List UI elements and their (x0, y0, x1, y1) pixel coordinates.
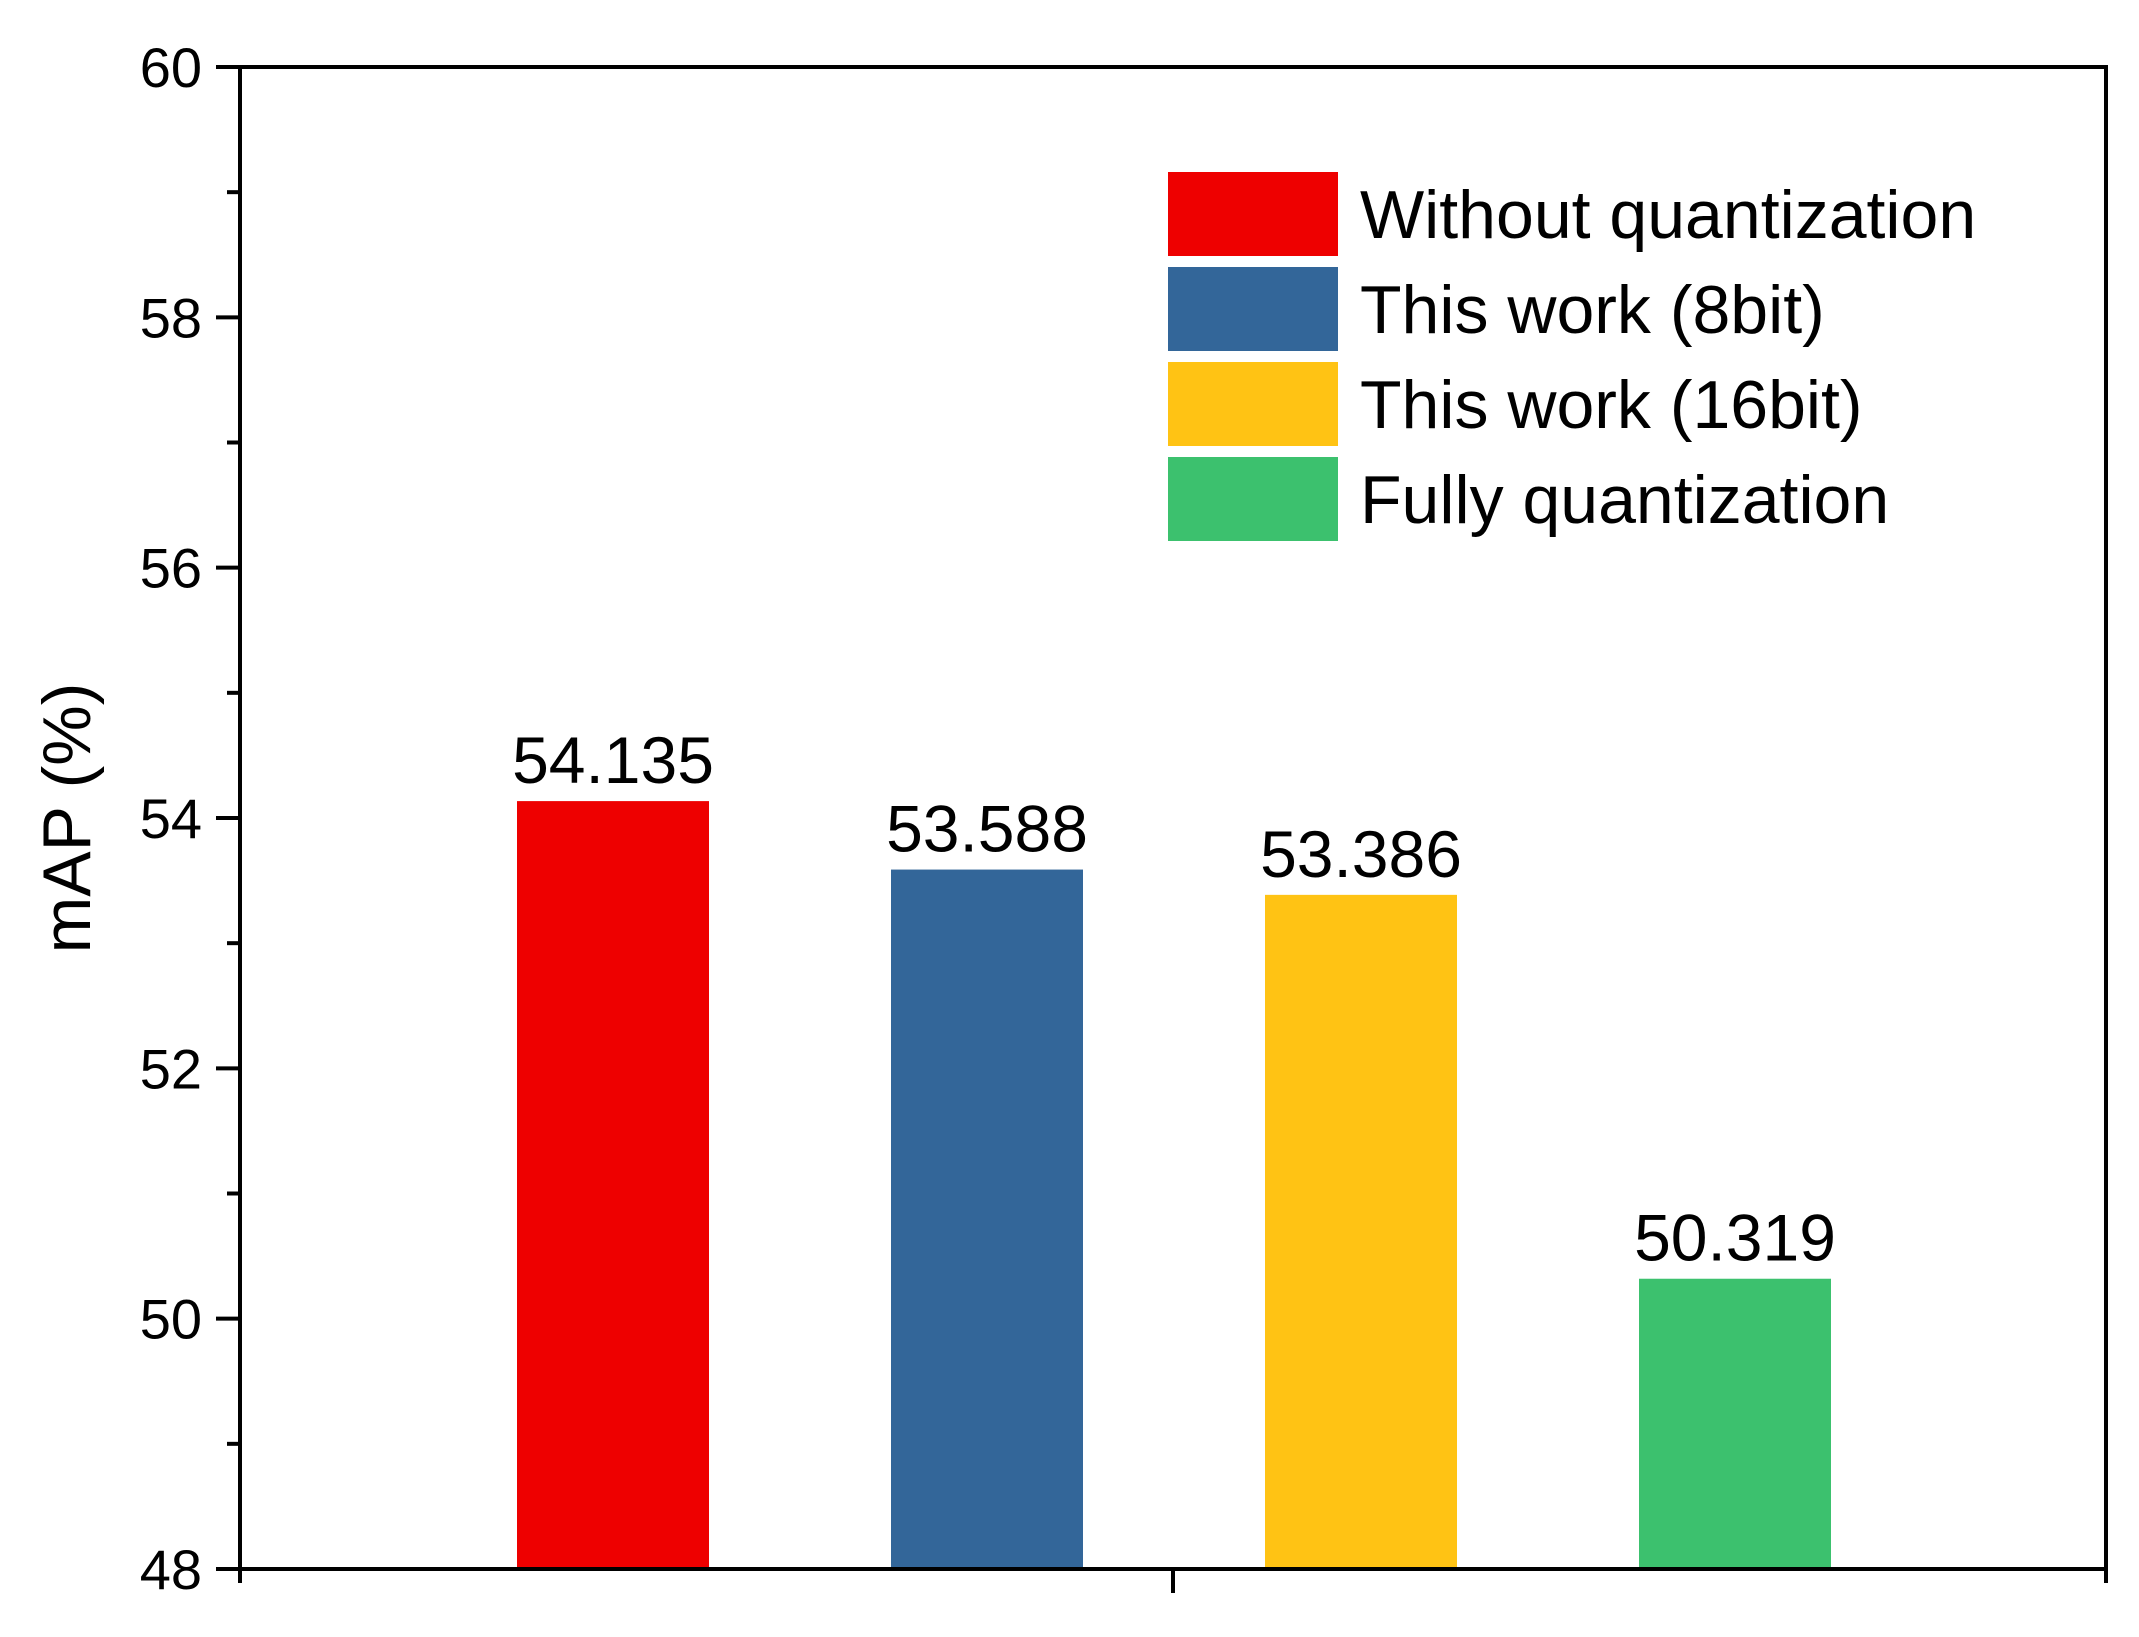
legend-label: This work (8bit) (1360, 272, 1825, 348)
legend: Without quantization This work (8bit) This… (1168, 172, 1976, 541)
legend-swatch (1168, 362, 1338, 446)
legend-label: This work (16bit) (1360, 367, 1863, 443)
legend-swatch (1168, 172, 1338, 256)
data-labels: 54.135 53.588 53.386 50.319 (512, 723, 1836, 1275)
y-tick-label: 58 (140, 286, 202, 349)
bar-value-label: 53.588 (886, 792, 1088, 866)
bar-value-label: 53.386 (1260, 817, 1462, 891)
x-axis-ticks (238, 1569, 2108, 1593)
legend-swatch (1168, 267, 1338, 351)
y-axis-title: mAP (%) (29, 683, 105, 954)
bar-value-label: 50.319 (1634, 1201, 1836, 1275)
y-tick-label: 54 (140, 787, 202, 850)
bar-1 (517, 801, 709, 1569)
y-tick-label: 52 (140, 1037, 202, 1100)
y-tick-label: 60 (140, 36, 202, 99)
y-tick-label: 50 (140, 1288, 202, 1351)
bar-4 (1639, 1278, 1831, 1569)
y-axis-ticks (216, 65, 240, 1571)
y-tick-label: 48 (140, 1538, 202, 1601)
y-axis-tick-labels: 48 50 52 54 56 58 60 (140, 36, 202, 1601)
bar-3 (1265, 894, 1457, 1569)
bar-2 (891, 869, 1083, 1569)
legend-label: Fully quantization (1360, 462, 1889, 538)
bars (517, 801, 1831, 1569)
legend-label: Without quantization (1360, 177, 1976, 253)
y-tick-label: 56 (140, 537, 202, 600)
bar-value-label: 54.135 (512, 723, 714, 797)
legend-swatch (1168, 457, 1338, 541)
